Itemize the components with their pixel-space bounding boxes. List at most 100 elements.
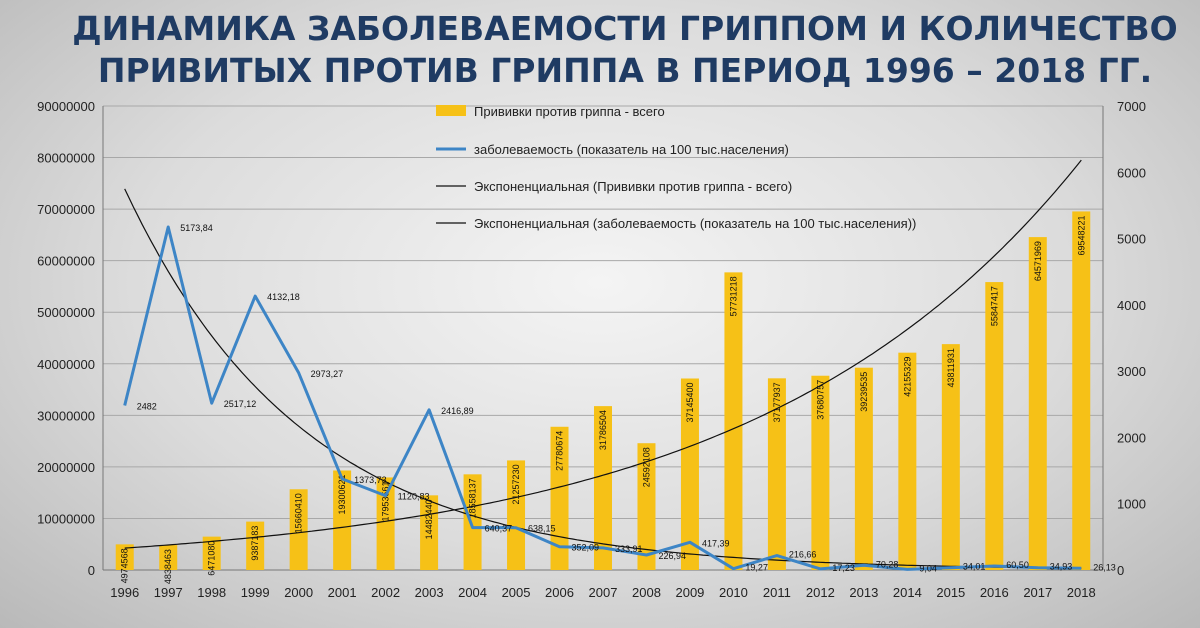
legend-label-bars: Прививки против гриппа - всего (474, 104, 665, 119)
line-label-2010: 19,27 (745, 563, 768, 573)
bar-label-2007: 31786504 (598, 410, 608, 450)
bar-2011 (767, 378, 786, 570)
trendline-2 (124, 188, 1082, 569)
line-label-2016: 60,50 (1006, 560, 1029, 570)
bar-2013 (854, 367, 873, 570)
line-label-2011: 216,66 (789, 550, 817, 560)
x-tick-2017: 2017 (1023, 585, 1052, 600)
legend-label-trend-2: Экспоненциальная (заболеваемость (показа… (474, 216, 916, 231)
line-label-2001: 1373,73 (354, 475, 387, 485)
line-label-2004: 640,37 (485, 524, 513, 534)
bar-label-2005: 21257230 (511, 464, 521, 504)
line-label-2003: 2416,89 (441, 406, 474, 416)
bar-2006 (550, 426, 569, 570)
bar-1997 (159, 545, 178, 570)
bar-label-1996: 4974568 (120, 548, 130, 583)
bar-2012 (811, 375, 830, 570)
x-tick-2003: 2003 (415, 585, 444, 600)
x-tick-2000: 2000 (284, 585, 313, 600)
bar-label-2001: 19300621 (337, 474, 347, 514)
y-right-tick-7: 7000 (1117, 99, 1146, 114)
line-label-2012: 17,23 (832, 563, 855, 573)
line-label-2002: 1120,83 (398, 492, 430, 502)
y-left-tick-2: 20000000 (37, 460, 95, 475)
x-tick-1997: 1997 (154, 585, 183, 600)
bar-2017 (1028, 237, 1047, 570)
x-tick-2010: 2010 (719, 585, 748, 600)
bar-2008 (637, 443, 656, 570)
line-label-2008: 226,94 (658, 551, 686, 561)
bar-label-2015: 43811931 (946, 348, 956, 387)
bar-2014 (898, 352, 917, 570)
bar-label-2016: 55847417 (989, 286, 999, 326)
x-tick-2001: 2001 (328, 585, 357, 600)
line-label-1996: 2482 (137, 401, 157, 411)
y-left-tick-9: 90000000 (37, 99, 95, 114)
bar-label-2017: 64571969 (1033, 241, 1043, 281)
bar-2015 (941, 344, 960, 570)
bar-label-1998: 6471080 (207, 541, 217, 576)
bar-2000 (289, 489, 308, 570)
y-left-tick-8: 80000000 (37, 151, 95, 166)
trendline-1 (124, 159, 1082, 549)
line-label-2014: 9,04 (919, 563, 937, 573)
bar-label-2006: 27780674 (555, 431, 565, 471)
y-left-tick-7: 70000000 (37, 202, 95, 217)
bar-2018 (1072, 211, 1091, 570)
bar-1999 (246, 521, 265, 570)
y-left-tick-6: 60000000 (37, 254, 95, 269)
bar-2004 (463, 474, 482, 570)
line-label-2007: 333,91 (615, 544, 643, 554)
bar-2009 (680, 378, 699, 570)
legend-label-trend-1: Экспоненциальная (Прививки против гриппа… (474, 179, 792, 194)
y-right-tick-4: 4000 (1117, 298, 1146, 313)
chart-title-line-1: ДИНАМИКА ЗАБОЛЕВАЕМОСТИ ГРИППОМ И КОЛИЧЕ… (72, 9, 1178, 48)
bar-label-2012: 37680757 (815, 380, 825, 420)
bar-label-2009: 37145400 (685, 382, 695, 422)
x-tick-2004: 2004 (458, 585, 487, 600)
y-left-tick-0: 0 (88, 563, 95, 578)
x-tick-2007: 2007 (589, 585, 618, 600)
y-right-tick-6: 6000 (1117, 165, 1146, 180)
bar-label-2013: 39239535 (859, 372, 869, 412)
y-left-tick-3: 30000000 (37, 408, 95, 423)
line-label-1997: 5173,84 (180, 223, 213, 233)
x-tick-2006: 2006 (545, 585, 574, 600)
line-label-2000: 2973,27 (311, 369, 344, 379)
bar-2010 (724, 272, 743, 570)
bar-2002 (376, 477, 395, 570)
x-tick-2014: 2014 (893, 585, 922, 600)
line-label-1999: 4132,18 (267, 292, 300, 302)
bar-2016 (985, 282, 1004, 570)
bar-label-2018: 69548221 (1076, 215, 1086, 255)
x-tick-1999: 1999 (241, 585, 270, 600)
x-tick-1998: 1998 (197, 585, 226, 600)
legend-swatch-bars (436, 105, 466, 116)
y-right-tick-0: 0 (1117, 563, 1124, 578)
bar-2001 (333, 470, 352, 570)
y-right-tick-1: 1000 (1117, 497, 1146, 512)
x-tick-1996: 1996 (110, 585, 139, 600)
line-label-1998: 2517,12 (224, 399, 257, 409)
x-tick-2011: 2011 (763, 585, 791, 600)
x-tick-2012: 2012 (806, 585, 835, 600)
line-label-2017: 34,93 (1050, 562, 1073, 572)
x-tick-2016: 2016 (980, 585, 1009, 600)
x-tick-2013: 2013 (849, 585, 878, 600)
x-tick-2009: 2009 (675, 585, 704, 600)
line-label-2009: 417,39 (702, 538, 730, 548)
chart-title-line-2: ПРИВИТЫХ ПРОТИВ ГРИППА В ПЕРИОД 1996 – 2… (97, 51, 1153, 90)
y-right-tick-3: 3000 (1117, 364, 1146, 379)
line-label-2006: 352,09 (572, 543, 600, 553)
bar-label-2008: 24592108 (641, 447, 651, 487)
x-tick-2015: 2015 (936, 585, 965, 600)
y-left-tick-1: 10000000 (37, 511, 95, 526)
legend-label-line: заболеваемость (показатель на 100 тыс.на… (474, 142, 789, 157)
bar-label-2014: 42155329 (902, 357, 912, 397)
bar-label-2010: 57731218 (728, 276, 738, 316)
incidence-line (123, 225, 1082, 571)
bar-label-2002: 17953561 (381, 481, 391, 521)
bar-label-1997: 4838463 (163, 549, 173, 584)
y-right-tick-2: 2000 (1117, 430, 1146, 445)
